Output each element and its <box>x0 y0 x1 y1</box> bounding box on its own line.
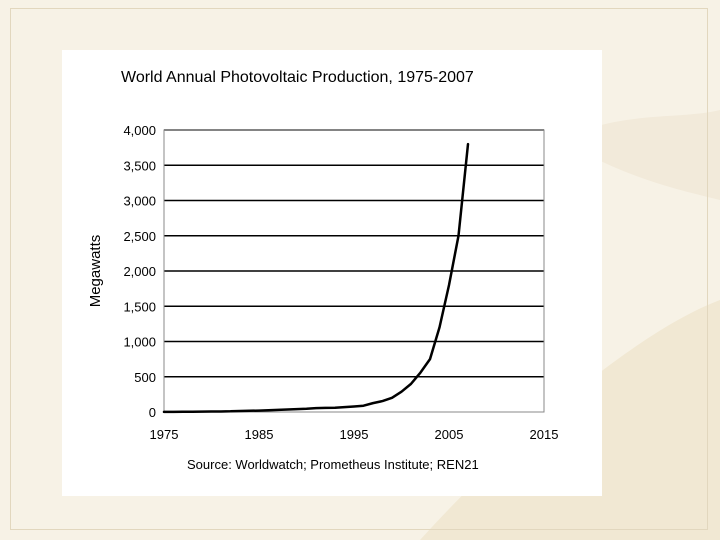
source-note: Source: Worldwatch; Prometheus Institute… <box>187 457 479 472</box>
gridlines <box>164 129 544 378</box>
x-tick-label: 1995 <box>340 427 369 442</box>
series-layer <box>162 142 470 414</box>
y-tick-label: 3,500 <box>123 158 156 173</box>
y-tick-label: 1,000 <box>123 335 156 350</box>
chart: World Annual Photovoltaic Production, 19… <box>87 69 559 472</box>
y-tick-label: 2,500 <box>123 229 156 244</box>
y-tick-label: 3,000 <box>123 194 156 209</box>
x-tick-label: 1985 <box>245 427 274 442</box>
y-tick-label: 4,000 <box>123 123 156 138</box>
x-tick-label: 2015 <box>530 427 559 442</box>
y-tick-label: 500 <box>134 370 156 385</box>
x-tick-label: 2005 <box>435 427 464 442</box>
plot-area-border <box>163 129 545 413</box>
series-line <box>162 142 470 414</box>
slide-frame <box>10 8 708 530</box>
chart-title: World Annual Photovoltaic Production, 19… <box>121 69 474 86</box>
y-tick-label: 2,000 <box>123 264 156 279</box>
y-tick-label: 0 <box>149 405 156 420</box>
x-axis-ticks: 1975 1985 1995 2005 2015 <box>150 427 559 442</box>
x-tick-label: 1975 <box>150 427 179 442</box>
y-axis-ticks: 0 500 1,000 1,500 2,000 2,500 3,000 3,500 4,000 <box>123 123 156 420</box>
chart-panel: World Annual Photovoltaic Production, 19… <box>62 50 602 496</box>
y-axis-label: Megawatts <box>87 235 104 308</box>
y-tick-label: 1,500 <box>123 299 156 314</box>
